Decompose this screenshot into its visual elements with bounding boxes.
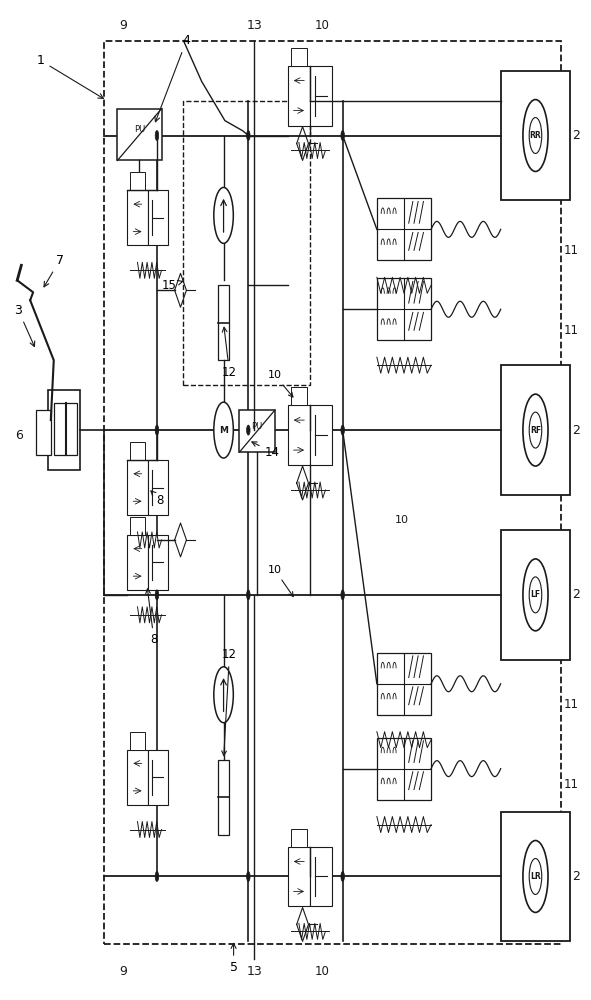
Text: 11: 11 [564, 698, 579, 711]
Text: 11: 11 [564, 244, 579, 257]
Text: 14: 14 [252, 442, 280, 459]
Text: 11: 11 [564, 778, 579, 791]
Text: 10: 10 [395, 515, 408, 525]
Bar [288, 66, 310, 126]
Text: M: M [219, 426, 228, 435]
Ellipse shape [214, 667, 233, 723]
Text: 3: 3 [14, 304, 35, 347]
Bar [128, 460, 148, 515]
Ellipse shape [246, 590, 250, 600]
Bar [183, 101, 310, 385]
Bar [377, 198, 431, 260]
Text: PU: PU [252, 422, 263, 431]
Ellipse shape [529, 859, 542, 894]
Text: 2: 2 [573, 870, 580, 883]
Text: LF: LF [530, 590, 541, 599]
Bar [131, 172, 145, 190]
Bar [128, 535, 148, 590]
Ellipse shape [155, 131, 159, 140]
Bar [218, 760, 229, 835]
Ellipse shape [155, 590, 159, 600]
Ellipse shape [341, 590, 345, 600]
Text: 2: 2 [573, 129, 580, 142]
Bar [310, 847, 332, 906]
Ellipse shape [214, 187, 233, 243]
Bar [501, 71, 570, 200]
Ellipse shape [529, 577, 542, 613]
Bar [104, 41, 561, 944]
Ellipse shape [155, 425, 159, 435]
Ellipse shape [523, 841, 548, 912]
Text: 5: 5 [229, 943, 238, 974]
Text: 13: 13 [246, 19, 262, 32]
Text: 11: 11 [564, 324, 579, 337]
Text: 10: 10 [314, 965, 329, 978]
Ellipse shape [246, 425, 250, 435]
Ellipse shape [523, 100, 548, 171]
Text: 4: 4 [155, 34, 190, 122]
Text: 1: 1 [37, 54, 103, 98]
Ellipse shape [341, 131, 345, 140]
Ellipse shape [529, 118, 542, 153]
Bar [148, 460, 168, 515]
Bar [291, 387, 307, 405]
Bar [148, 190, 168, 245]
Text: 13: 13 [246, 965, 262, 978]
Ellipse shape [246, 871, 250, 881]
Bar [48, 390, 80, 470]
Text: 2: 2 [573, 424, 580, 437]
Text: 9: 9 [119, 965, 127, 978]
Text: 10: 10 [314, 19, 329, 32]
Bar [310, 66, 332, 126]
Bar [36, 410, 51, 455]
Bar [377, 738, 431, 800]
Text: 6: 6 [15, 429, 23, 442]
Text: 15: 15 [161, 279, 183, 292]
Bar [501, 530, 570, 660]
Text: RR: RR [530, 131, 541, 140]
Ellipse shape [214, 402, 233, 458]
Ellipse shape [529, 412, 542, 448]
Text: 8: 8 [146, 589, 158, 646]
Bar [148, 535, 168, 590]
Text: 7: 7 [44, 254, 64, 287]
Text: 12: 12 [222, 327, 237, 379]
Text: 10: 10 [268, 565, 293, 597]
Bar [128, 750, 148, 805]
Bar [291, 48, 307, 66]
Ellipse shape [523, 559, 548, 631]
Bar [148, 750, 168, 805]
Text: LR: LR [530, 872, 541, 881]
Bar [288, 405, 310, 465]
Bar [501, 365, 570, 495]
Bar [239, 410, 275, 452]
Text: 8: 8 [151, 491, 164, 506]
Bar [310, 405, 332, 465]
Ellipse shape [246, 131, 250, 140]
Bar [377, 653, 431, 715]
Bar [54, 403, 77, 455]
Text: 10: 10 [268, 370, 293, 397]
Bar [131, 517, 145, 535]
Bar [118, 109, 162, 160]
Bar [131, 442, 145, 460]
Bar [131, 732, 145, 750]
Bar [128, 190, 148, 245]
Bar [288, 847, 310, 906]
Text: 2: 2 [573, 588, 580, 601]
Text: RF: RF [530, 426, 541, 435]
Bar [377, 278, 431, 340]
Text: PU: PU [134, 125, 145, 134]
Ellipse shape [341, 871, 345, 881]
Text: 12: 12 [222, 648, 237, 756]
Bar [218, 285, 229, 360]
Bar [501, 812, 570, 941]
Text: 9: 9 [119, 19, 127, 32]
Ellipse shape [341, 425, 345, 435]
Ellipse shape [523, 394, 548, 466]
Ellipse shape [155, 871, 159, 881]
Bar [291, 829, 307, 847]
